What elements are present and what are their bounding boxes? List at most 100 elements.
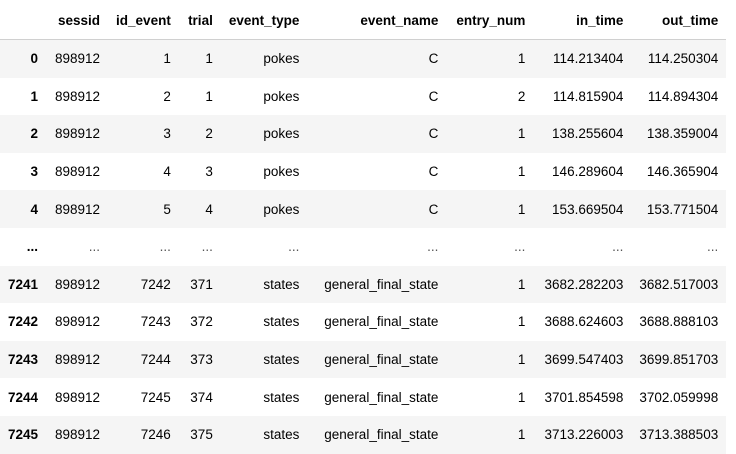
table-cell: 7244 [140, 352, 171, 368]
table-cell: states [263, 276, 300, 292]
table-cell: 1 [517, 201, 526, 217]
table-cell: 114.815904 [553, 88, 624, 104]
table-cell: 3682.517003 [639, 276, 719, 292]
table-cell: 3688.888103 [639, 314, 719, 330]
row-index: 7243 [8, 352, 39, 368]
table-row: 4 898912 5 4 pokes C 1 153.669504 153.771504 [0, 190, 727, 228]
table-cell: states [263, 352, 300, 368]
table-header-row: sessid id_event trial event_type event_name e… [0, 2, 727, 40]
table-cell: general_final_state [324, 314, 439, 330]
table-cell: general_final_state [324, 352, 439, 368]
row-index: 4 [30, 201, 39, 217]
table-cell: 1 [517, 389, 526, 405]
table-cell: ... [288, 239, 300, 255]
table-cell: 4 [163, 164, 171, 180]
table-cell: 1 [517, 276, 526, 292]
table-cell: general_final_state [324, 389, 439, 405]
table-cell: 898912 [54, 51, 101, 67]
table-cell: 3 [163, 126, 171, 142]
table-cell: pokes [263, 126, 300, 142]
row-index: ... [26, 239, 39, 255]
table-cell: pokes [263, 51, 300, 67]
table-row: 7245 898912 7246 375 states general_final_sta… [0, 415, 727, 454]
column-header: in_time [533, 2, 632, 40]
table-cell: 3682.282203 [544, 276, 624, 292]
table-row: 0 898912 1 1 pokes C 1 114.213404 114.250304 [0, 39, 727, 78]
table-cell: 114.894304 [647, 88, 719, 104]
row-index: 3 [30, 164, 39, 180]
table-cell: 1 [163, 51, 171, 67]
table-cell: 3688.624603 [544, 314, 624, 330]
table-cell: 898912 [54, 276, 101, 292]
table-cell: general_final_state [324, 276, 439, 292]
table-cell: C [428, 88, 439, 104]
table-cell: 4 [205, 201, 213, 217]
table-cell: 2 [517, 88, 526, 104]
row-index: 7245 [8, 427, 39, 443]
table-cell: 3699.547403 [544, 352, 624, 368]
table-cell: 3713.226003 [544, 427, 624, 443]
table-cell: ... [612, 239, 624, 255]
table-cell: 898912 [54, 164, 101, 180]
table-cell: 3 [205, 164, 213, 180]
table-cell: 1 [205, 51, 213, 67]
table-cell: pokes [263, 201, 300, 217]
table-cell: ... [427, 239, 439, 255]
table-row: 7242 898912 7243 372 states general_final_sta… [0, 303, 727, 341]
table-cell: 373 [190, 352, 213, 368]
table-cell: 1 [517, 51, 526, 67]
table-cell: 7246 [140, 427, 171, 443]
table-cell: 153.771504 [646, 201, 719, 217]
table-cell: general_final_state [324, 427, 439, 443]
row-index: 2 [30, 126, 39, 142]
table-cell: 146.365904 [646, 164, 719, 180]
table-row: ........................... [0, 227, 727, 266]
table-cell: 2 [205, 126, 213, 142]
row-index: 7242 [8, 314, 39, 330]
table-cell: 375 [190, 427, 213, 443]
table-cell: ... [201, 239, 213, 255]
table-cell: 898912 [54, 389, 101, 405]
table-cell: states [263, 389, 300, 405]
column-header: event_type [220, 2, 308, 40]
table-cell: 1 [517, 352, 526, 368]
table-cell: pokes [263, 164, 300, 180]
table-cell: 2 [163, 88, 171, 104]
column-header: out_time [631, 2, 727, 40]
table-cell: 374 [190, 389, 213, 405]
table-cell: 898912 [54, 427, 101, 443]
row-index: 7241 [8, 276, 39, 292]
table-cell: 1 [517, 427, 526, 443]
column-header: event_name [307, 2, 447, 40]
table-cell: 7243 [140, 314, 171, 330]
column-header: trial [178, 2, 221, 40]
table-cell: 138.359004 [646, 126, 719, 142]
table-cell: 898912 [54, 88, 101, 104]
table-cell: ... [514, 239, 526, 255]
table-cell: 898912 [54, 314, 101, 330]
column-header: id_event [108, 2, 179, 40]
table-cell: C [428, 201, 439, 217]
table-body: 0 898912 1 1 pokes C 1 114.213404 114.250304 1 898… [0, 39, 727, 454]
table-cell: 898912 [54, 352, 101, 368]
table-cell: 898912 [54, 126, 101, 142]
table-cell: 1 [517, 126, 526, 142]
table-row: 7243 898912 7244 373 states general_final_sta… [0, 340, 727, 379]
table-row: 7241 898912 7242 371 states general_final_sta… [0, 265, 727, 304]
row-index: 0 [30, 51, 39, 67]
table-row: 2 898912 3 2 pokes C 1 138.255604 138.359004 [0, 115, 727, 153]
table-cell: states [263, 314, 300, 330]
table-cell: 7245 [140, 389, 171, 405]
table-row: 1 898912 2 1 pokes C 2 114.815904 114.894304 [0, 77, 727, 116]
column-header: entry_num [446, 2, 534, 40]
index-header [0, 2, 47, 40]
table-cell: 1 [517, 314, 526, 330]
table-cell: ... [159, 239, 171, 255]
table-cell: 5 [163, 201, 171, 217]
table-cell: ... [88, 239, 101, 255]
table-cell: 1 [205, 88, 213, 104]
table-row: 3 898912 4 3 pokes C 1 146.289604 146.365904 [0, 152, 727, 191]
row-index: 7244 [8, 389, 39, 405]
